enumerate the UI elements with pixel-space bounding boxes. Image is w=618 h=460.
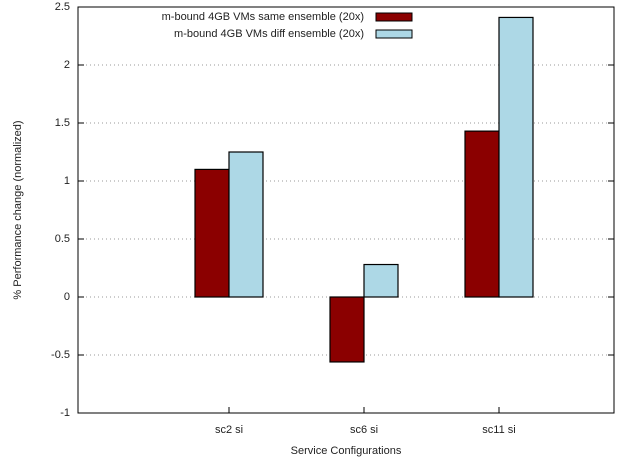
bar <box>498 16 534 298</box>
y-axis-label: % Performance change (normalized) <box>12 120 24 299</box>
y-tick-label: 1 <box>64 175 70 187</box>
x-tick-label: sc6 si <box>350 424 378 436</box>
x-tick-label: sc2 si <box>215 424 243 436</box>
bar <box>464 130 500 298</box>
legend-swatch <box>375 29 413 39</box>
plot-frame <box>77 6 615 414</box>
bar <box>363 263 399 298</box>
bar <box>329 296 365 363</box>
y-tick-label: 1.5 <box>55 117 70 129</box>
y-tick-label: 0 <box>64 291 70 303</box>
y-tick-label: 2.5 <box>55 1 70 13</box>
legend-label: m-bound 4GB VMs diff ensemble (20x) <box>174 28 364 40</box>
y-tick-label: 0.5 <box>55 233 70 245</box>
bar <box>194 168 230 298</box>
x-axis-label: Service Configurations <box>291 445 402 457</box>
y-tick-label: -0.5 <box>51 349 70 361</box>
x-tick-label: sc11 si <box>482 424 515 436</box>
legend-swatch <box>375 12 413 22</box>
legend-label: m-bound 4GB VMs same ensemble (20x) <box>162 11 364 23</box>
bar <box>228 151 264 298</box>
y-tick-label: -1 <box>60 407 70 419</box>
y-tick-label: 2 <box>64 59 70 71</box>
